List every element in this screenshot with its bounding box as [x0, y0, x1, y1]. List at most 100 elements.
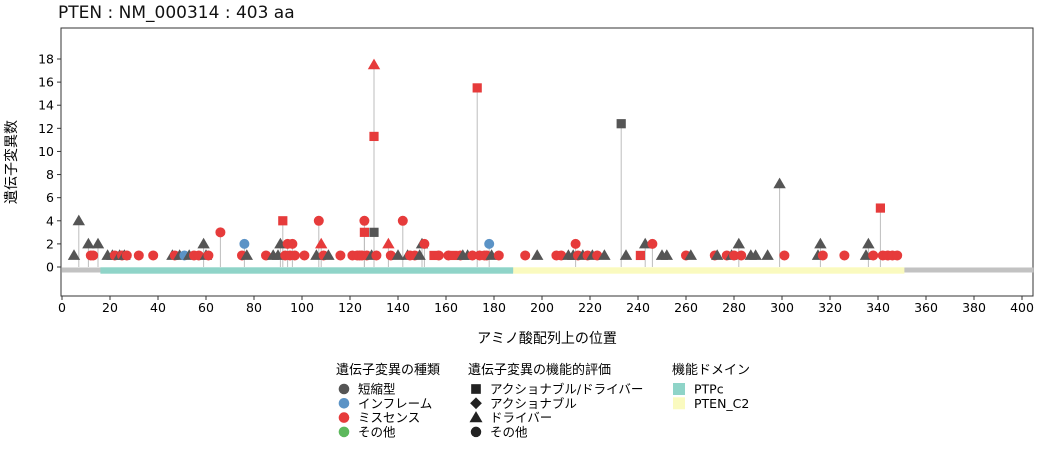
mutation-point	[148, 250, 159, 261]
legend-key-fill	[673, 383, 685, 395]
legend-label: その他	[490, 424, 528, 439]
y-tick-label: 14	[38, 98, 54, 113]
legend-key-shape	[470, 426, 482, 438]
mutation-point	[732, 237, 745, 249]
legend-key-color	[338, 383, 350, 395]
x-tick-label: 200	[530, 300, 554, 315]
mutation-point	[88, 250, 99, 261]
mutation-point	[72, 214, 85, 226]
mutation-point	[570, 238, 581, 249]
mutation-point	[862, 237, 875, 249]
mutation-point	[467, 250, 478, 261]
mutation-point	[322, 249, 335, 260]
mutation-point	[315, 237, 328, 249]
mutation-point	[520, 250, 531, 261]
x-tick-label: 160	[434, 300, 458, 315]
mutation-point	[817, 250, 828, 261]
mutation-point	[82, 237, 95, 249]
mutation-point	[868, 250, 879, 261]
mutation-point	[240, 249, 253, 260]
legend-key-fill	[673, 397, 685, 410]
mutation-point	[616, 119, 626, 129]
x-tick-label: 240	[626, 300, 650, 315]
mutation-point	[635, 250, 645, 261]
mutation-point	[278, 216, 288, 226]
mutation-point	[289, 250, 300, 261]
x-tick-label: 120	[338, 300, 362, 315]
mutation-point	[773, 177, 786, 189]
mutation-point	[359, 215, 370, 226]
mutation-point	[484, 238, 495, 249]
x-tick-label: 80	[246, 300, 262, 315]
x-tick-label: 140	[386, 300, 410, 315]
mutation-point	[121, 250, 132, 261]
legend-label: その他	[358, 424, 396, 439]
x-tick-label: 60	[198, 300, 214, 315]
legend-key-shape	[471, 384, 481, 394]
x-tick-label: 380	[962, 300, 986, 315]
y-tick-label: 2	[46, 236, 54, 251]
mutation-points	[67, 58, 903, 261]
mutation-point	[239, 238, 250, 249]
mutation-point	[335, 250, 346, 261]
mutation-point	[413, 249, 426, 260]
x-tick-label: 360	[914, 300, 938, 315]
mutation-point	[892, 250, 903, 261]
mutation-point	[371, 250, 382, 261]
mutation-point	[749, 249, 762, 260]
y-tick-label: 12	[38, 121, 54, 136]
chart-title: PTEN : NM_000314 : 403 aa	[58, 3, 295, 23]
protein-track	[62, 267, 1034, 274]
y-tick-label: 0	[46, 260, 54, 275]
mutation-point	[839, 250, 850, 261]
legend-key-shape	[469, 411, 483, 423]
mutation-point	[875, 203, 885, 213]
legend-title: 遺伝子変異の種類	[336, 362, 440, 378]
domain-ptpc	[100, 267, 514, 274]
mutation-point	[684, 249, 697, 260]
legend-key-color	[338, 412, 350, 423]
legend-label: アクショナブル/ドライバー	[490, 382, 643, 397]
legend-label: ドライバー	[490, 410, 552, 425]
mutation-point	[215, 227, 226, 238]
x-tick-label: 300	[770, 300, 794, 315]
legend-label: インフレーム	[358, 396, 432, 411]
mutation-point	[203, 250, 214, 261]
mutation-point	[761, 249, 774, 260]
legend-key-color	[338, 426, 350, 438]
y-axis-label: 遺伝子変異数	[3, 120, 20, 204]
x-tick-label: 340	[866, 300, 890, 315]
x-tick-label: 400	[1010, 300, 1034, 315]
mutation-point	[369, 227, 379, 237]
mutation-point	[197, 237, 210, 249]
mutation-point	[359, 227, 369, 237]
domain-pten-c2	[513, 267, 905, 274]
mutation-point	[472, 83, 482, 93]
mutation-point	[67, 249, 81, 260]
legend-label: PTEN_C2	[694, 396, 749, 411]
mutation-point	[313, 215, 324, 226]
mutation-point	[397, 215, 408, 226]
x-tick-label: 40	[150, 300, 166, 315]
x-tick-label: 20	[102, 300, 118, 315]
mutation-point	[814, 237, 827, 249]
mutation-point	[448, 250, 458, 261]
x-tick-label: 320	[818, 300, 842, 315]
y-tick-label: 6	[46, 190, 54, 205]
x-tick-label: 0	[58, 300, 66, 315]
mutation-point	[660, 249, 673, 260]
mutation-point	[369, 131, 379, 142]
mutation-point	[133, 250, 144, 261]
y-tick-label: 4	[46, 213, 54, 228]
legend-title: 遺伝子変異の機能的評価	[468, 362, 611, 378]
legend-label: アクショナブル	[490, 396, 577, 411]
y-tick-label: 16	[38, 75, 54, 90]
mutation-point	[779, 250, 790, 261]
mutation-point	[287, 238, 298, 249]
mutation-point	[367, 58, 381, 70]
mutation-point	[433, 250, 444, 261]
mutation-point	[598, 249, 611, 260]
